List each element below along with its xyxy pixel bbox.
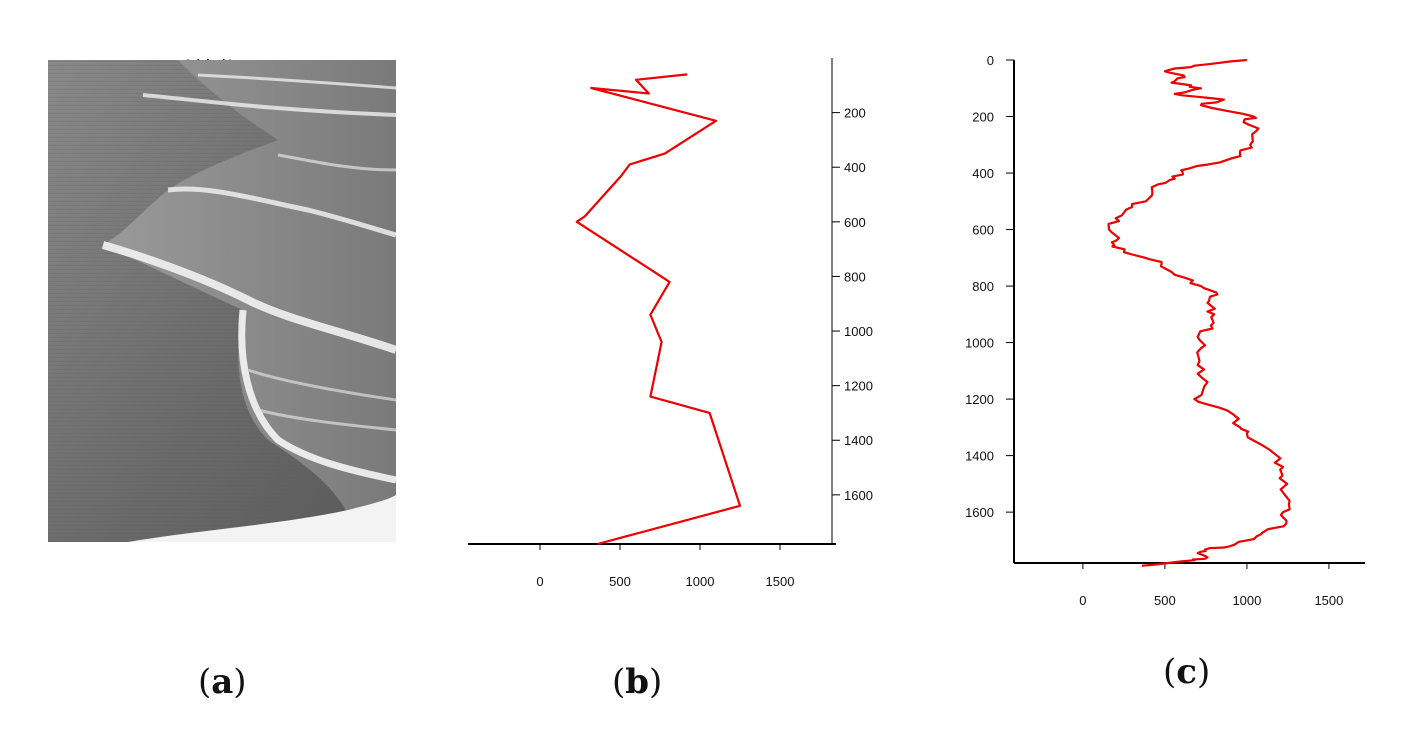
panel-label-b: (b) — [612, 662, 663, 702]
y-tick-label-c: 1000 — [965, 336, 994, 351]
y-tick-label-b: 1400 — [844, 433, 873, 448]
x-tick-label-c: 1000 — [1232, 593, 1261, 608]
y-tick-label-c: 400 — [972, 166, 994, 181]
beach-photo — [48, 60, 396, 542]
y-tick-label-b: 1200 — [844, 379, 873, 394]
series-line-b — [575, 73, 742, 546]
y-tick-label-b: 800 — [844, 269, 866, 284]
y-tick-label-c: 1600 — [965, 505, 994, 520]
x-tick-label-c: 500 — [1154, 593, 1176, 608]
y-tick-label-c: 0 — [987, 53, 994, 68]
x-tick-label-b: 0 — [536, 574, 543, 589]
panel-label-c: (c) — [1163, 652, 1211, 692]
y-tick-label-b: 1600 — [844, 488, 873, 503]
x-tick-label-c: 0 — [1079, 593, 1086, 608]
panel-label-a: (a) — [198, 662, 247, 702]
series-line-c — [1107, 58, 1291, 567]
y-tick-label-b: 600 — [844, 215, 866, 230]
x-tick-label-b: 1500 — [766, 574, 795, 589]
y-tick-label-c: 1200 — [965, 392, 994, 407]
x-tick-label-b: 500 — [609, 574, 631, 589]
beach-photo-illustration — [48, 60, 396, 542]
y-tick-label-c: 200 — [972, 110, 994, 125]
y-tick-label-c: 800 — [972, 279, 994, 294]
x-tick-label-c: 1500 — [1314, 593, 1343, 608]
x-tick-label-b: 1000 — [686, 574, 715, 589]
y-tick-label-b: 400 — [844, 160, 866, 175]
y-tick-label-c: 600 — [972, 223, 994, 238]
y-tick-label-b: 200 — [844, 106, 866, 121]
y-tick-label-c: 1400 — [965, 449, 994, 464]
y-tick-label-b: 1000 — [844, 324, 873, 339]
